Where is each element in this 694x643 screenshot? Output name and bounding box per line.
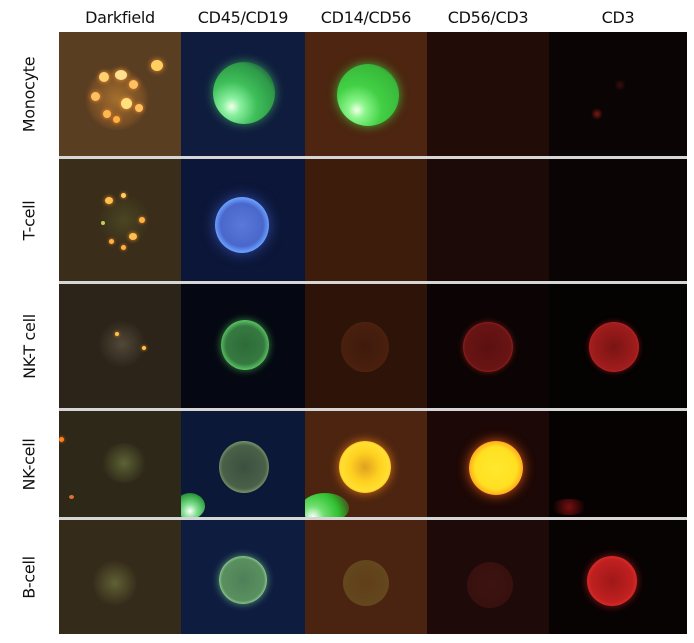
tile-monocyte-cd45-cd19 [181,32,305,156]
tile-b-cell-darkfield [59,520,181,634]
row-label-nk-t-cell: NK-T cell [0,284,58,408]
tile-b-cell-cd45-cd19 [181,520,305,634]
tile-b-cell-cd56-cd3 [427,520,549,634]
row-separator [59,408,687,411]
row-nk-cell [59,411,687,517]
tile-nk-t-cell-cd56-cd3 [427,284,549,408]
tile-monocyte-cd56-cd3 [427,32,549,156]
tile-nk-cell-cd14-cd56 [305,411,427,517]
tile-nk-t-cell-darkfield [59,284,181,408]
tile-monocyte-cd3 [549,32,687,156]
tile-t-cell-cd45-cd19 [181,159,305,281]
row-label-text: T-cell [19,200,39,240]
column-header-darkfield: Darkfield [85,8,155,27]
tile-nk-t-cell-cd3 [549,284,687,408]
row-b-cell [59,520,687,634]
row-separator [59,156,687,159]
tile-nk-cell-cd45-cd19 [181,411,305,517]
column-header-cd45-cd19: CD45/CD19 [197,8,289,27]
row-separator [59,281,687,284]
row-label-monocyte: Monocyte [0,32,58,156]
row-label-nk-cell: NK-cell [0,411,58,517]
tile-monocyte-cd14-cd56 [305,32,427,156]
row-label-text: B-cell [19,555,39,599]
tile-b-cell-cd14-cd56 [305,520,427,634]
tile-monocyte-darkfield [59,32,181,156]
column-header-cd3: CD3 [601,8,635,27]
row-separator [59,517,687,520]
tile-t-cell-cd3 [549,159,687,281]
row-monocyte [59,32,687,156]
tile-nk-cell-darkfield [59,411,181,517]
tile-nk-t-cell-cd45-cd19 [181,284,305,408]
microscopy-grid [59,32,687,634]
tile-t-cell-darkfield [59,159,181,281]
tile-nk-cell-cd56-cd3 [427,411,549,517]
column-header-cd14-cd56: CD14/CD56 [320,8,412,27]
row-t-cell [59,159,687,281]
row-nk-t-cell [59,284,687,408]
row-label-text: NK-cell [19,438,39,490]
row-label-text: Monocyte [19,56,39,132]
column-header-cd56-cd3: CD56/CD3 [447,8,529,27]
tile-b-cell-cd3 [549,520,687,634]
row-label-t-cell: T-cell [0,159,58,281]
tile-nk-t-cell-cd14-cd56 [305,284,427,408]
tile-t-cell-cd56-cd3 [427,159,549,281]
tile-t-cell-cd14-cd56 [305,159,427,281]
row-label-b-cell: B-cell [0,520,58,634]
row-label-text: NK-T cell [19,313,39,379]
tile-nk-cell-cd3 [549,411,687,517]
